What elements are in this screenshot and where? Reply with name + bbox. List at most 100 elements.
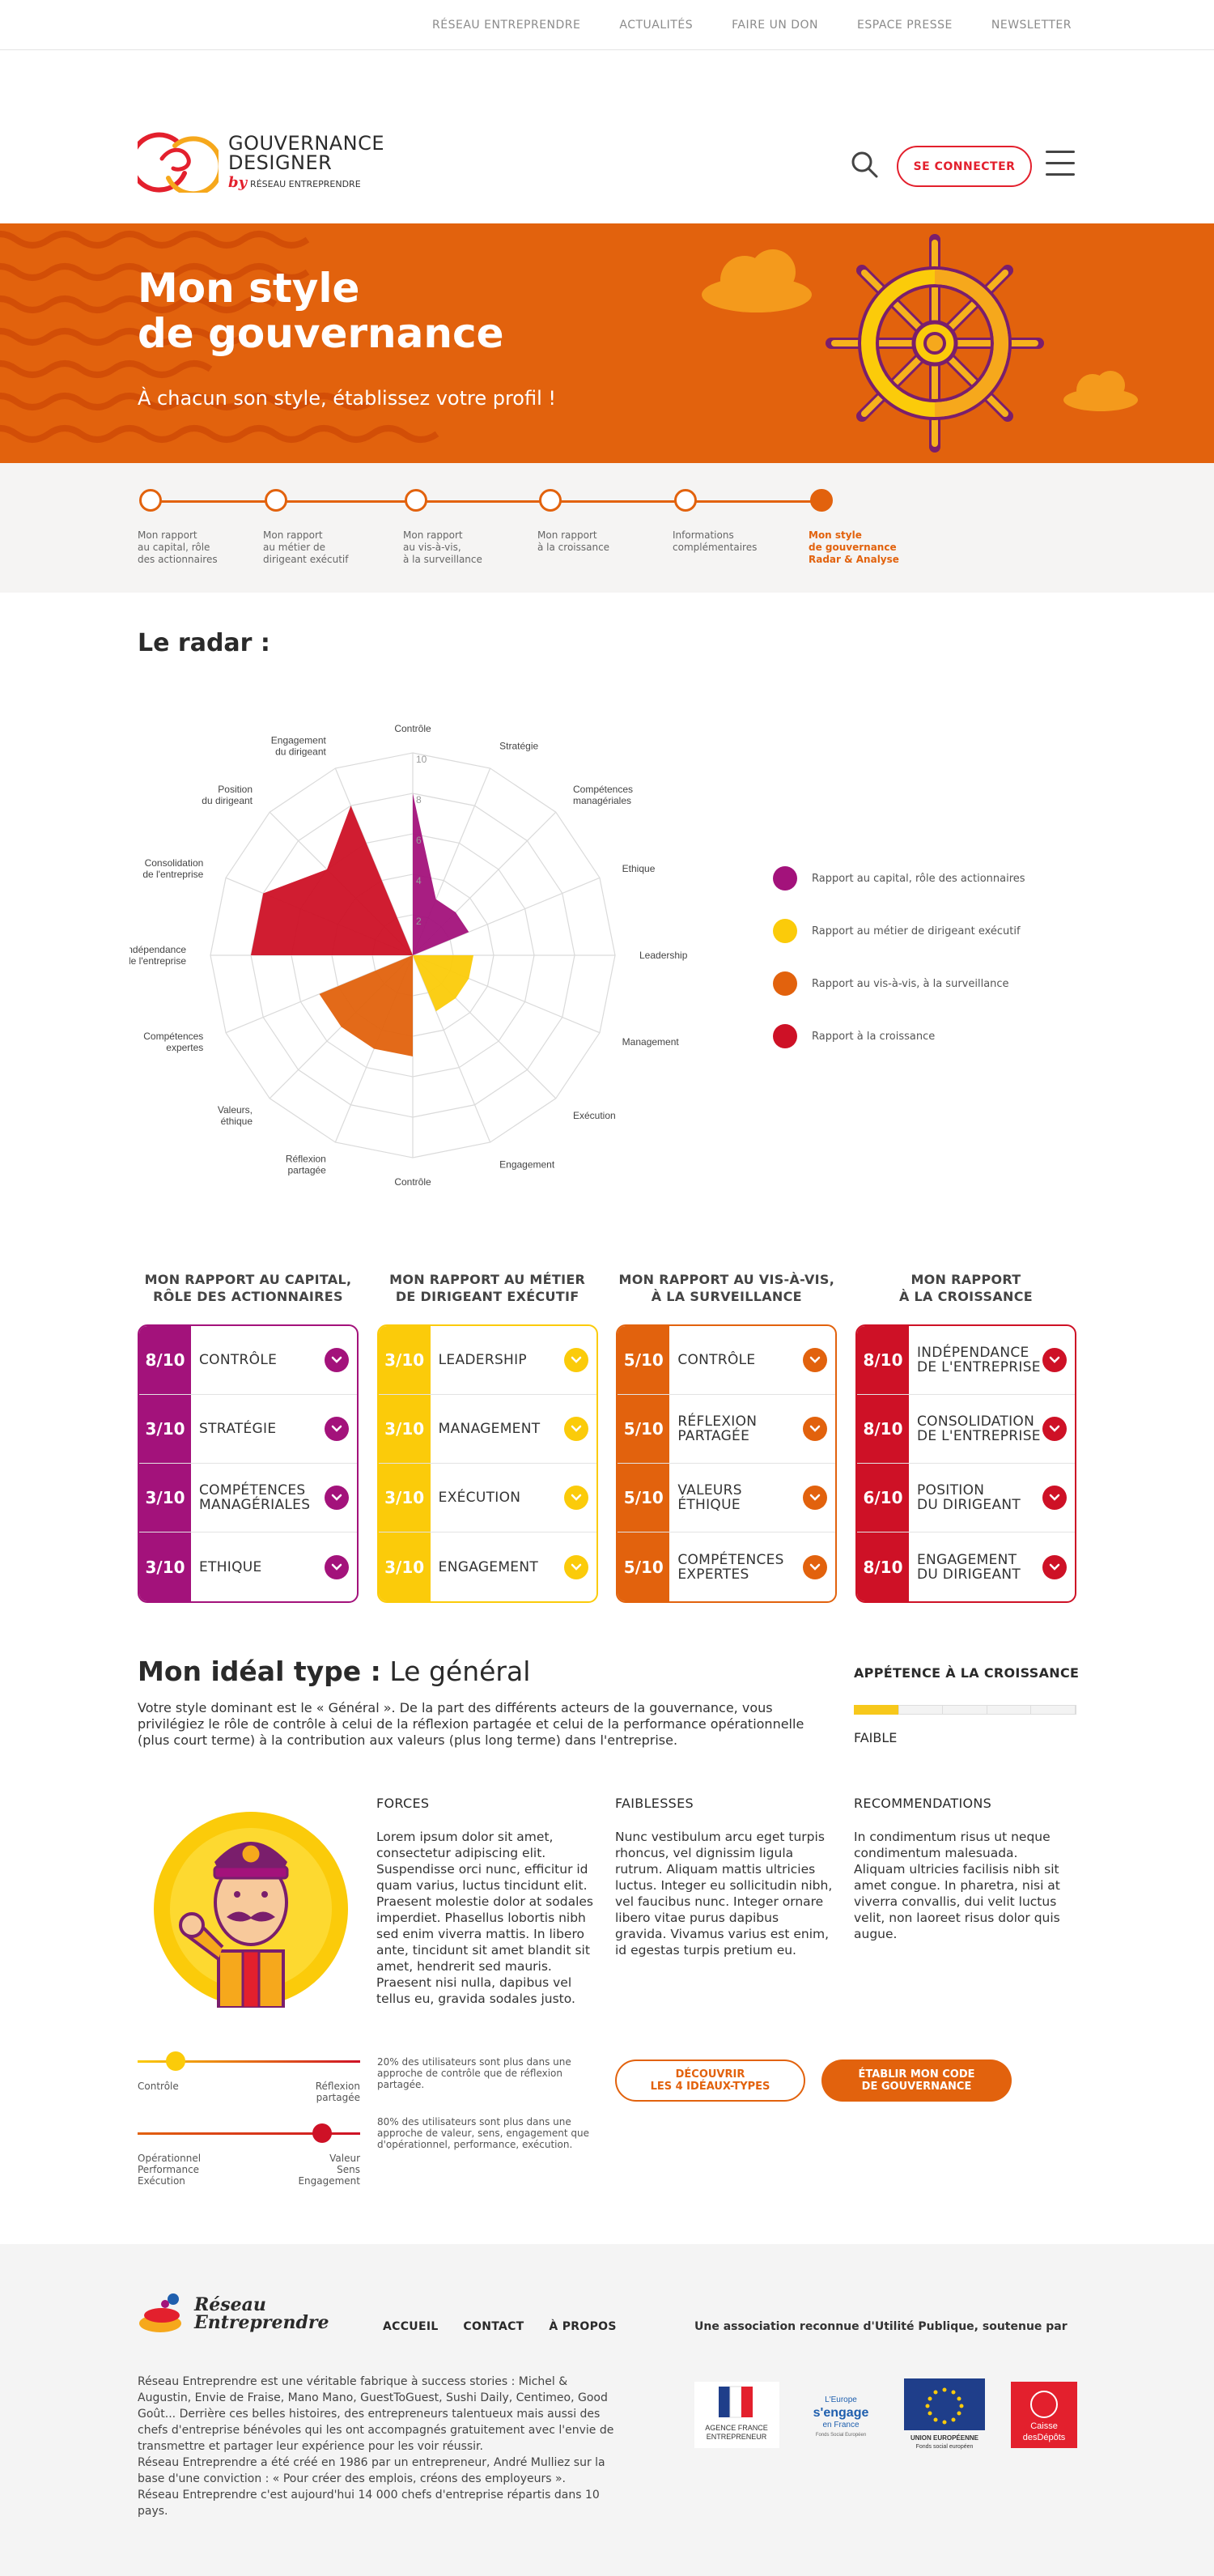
partner-cdc[interactable]: Caisse desDépôts bbox=[1011, 2382, 1077, 2451]
footer-nav-accueil[interactable]: ACCUEIL bbox=[383, 2320, 439, 2333]
step-6[interactable]: Mon style de gouvernance Radar & Analyse bbox=[809, 489, 938, 566]
establish-code-button[interactable]: ÉTABLIR MON CODE DE GOUVERNANCE bbox=[821, 2060, 1012, 2102]
radar-tick-label: 6 bbox=[416, 835, 422, 846]
legend-swatch bbox=[773, 1024, 797, 1048]
chevron-down-icon[interactable] bbox=[1042, 1486, 1067, 1510]
footer-logo[interactable]: Réseau Entreprendre bbox=[138, 2291, 329, 2336]
header: GOUVERNANCE DESIGNER by RÉSEAU ENTREPREND… bbox=[0, 50, 1214, 223]
criterion-label: RÉFLEXION PARTAGÉE bbox=[677, 1413, 758, 1444]
partner-afe[interactable]: AGENCE FRANCE ENTREPRENEUR bbox=[694, 2382, 779, 2451]
score-row[interactable]: 6/10 POSITION DU DIRIGEANT bbox=[856, 1464, 1075, 1532]
svg-text:s'engage: s'engage bbox=[813, 2406, 869, 2420]
step-1[interactable]: Mon rapport au capital, rôle des actionn… bbox=[138, 489, 267, 566]
svg-text:desDépôts: desDépôts bbox=[1023, 2433, 1066, 2442]
score-card-title: MON RAPPORT AU VIS-À-VIS, À LA SURVEILLA… bbox=[618, 1272, 835, 1304]
radar-axis-label: Stratégie bbox=[499, 740, 538, 751]
step-3[interactable]: Mon rapport au vis-à-vis, à la surveilla… bbox=[403, 489, 533, 566]
score-row[interactable]: 5/10 COMPÉTENCES EXPERTES bbox=[618, 1532, 835, 1601]
score-value: 5/10 bbox=[618, 1395, 670, 1463]
step-5[interactable]: Informations complémentaires bbox=[673, 489, 802, 554]
radar-spoke bbox=[412, 954, 491, 1143]
step-label: Informations complémentaires bbox=[673, 529, 758, 553]
legend-label: Rapport au métier de dirigeant exécutif bbox=[812, 925, 1021, 937]
menu-icon[interactable] bbox=[1046, 151, 1075, 178]
radar-chart: 2 4 6 8 10 Contrôle Stratégie Compétences managé… bbox=[129, 723, 688, 1188]
chevron-down-icon[interactable] bbox=[325, 1417, 349, 1441]
score-row[interactable]: 5/10 RÉFLEXION PARTAGÉE bbox=[618, 1395, 836, 1464]
forces-column: FORCES Lorem ipsum dolor sit amet, conse… bbox=[376, 1796, 595, 2007]
topnav-reseau[interactable]: RÉSEAU ENTREPRENDRE bbox=[432, 18, 581, 32]
topnav-don[interactable]: FAIRE UN DON bbox=[732, 18, 819, 32]
footer-nav-apropos[interactable]: À PROPOS bbox=[549, 2320, 617, 2333]
chevron-down-icon[interactable] bbox=[563, 1554, 588, 1579]
svg-text:Fonds Social Européen: Fonds Social Européen bbox=[816, 2433, 866, 2438]
footer-nav-contact[interactable]: CONTACT bbox=[463, 2320, 524, 2333]
chevron-down-icon[interactable] bbox=[1042, 1348, 1067, 1372]
step-label: Mon rapport au vis-à-vis, à la surveilla… bbox=[403, 529, 482, 565]
score-row[interactable]: 3/10 MANAGEMENT bbox=[378, 1395, 596, 1464]
score-row[interactable]: 8/10 INDÉPENDANCE DE L'ENTREPRISE bbox=[856, 1326, 1075, 1395]
score-row[interactable]: 3/10 ENGAGEMENT bbox=[378, 1532, 596, 1601]
logo-line1: GOUVERNANCE bbox=[228, 132, 385, 155]
step-label: Mon rapport au métier de dirigeant exécu… bbox=[263, 529, 349, 565]
chevron-down-icon[interactable] bbox=[1042, 1417, 1067, 1441]
appetence-level: FAIBLE bbox=[854, 1730, 898, 1745]
score-value: 5/10 bbox=[618, 1532, 670, 1601]
step-2[interactable]: Mon rapport au métier de dirigeant exécu… bbox=[263, 489, 393, 566]
radar-title: Le radar : bbox=[138, 629, 270, 657]
radar-tick-label: 4 bbox=[416, 875, 422, 886]
score-row[interactable]: 5/10 CONTRÔLE bbox=[618, 1326, 836, 1395]
topnav-actualites[interactable]: ACTUALITÉS bbox=[619, 18, 694, 32]
appetence-title: APPÉTENCE À LA CROISSANCE bbox=[854, 1665, 1080, 1681]
chevron-down-icon[interactable] bbox=[803, 1554, 828, 1579]
general-avatar-illustration bbox=[154, 1812, 348, 2008]
radar-axis-label: Engagement du dirigeant bbox=[271, 734, 327, 757]
chevron-down-icon[interactable] bbox=[325, 1486, 349, 1510]
connect-button[interactable]: SE CONNECTER bbox=[897, 146, 1032, 187]
chevron-down-icon[interactable] bbox=[1042, 1554, 1067, 1579]
score-row[interactable]: 3/10 STRATÉGIE bbox=[139, 1395, 357, 1464]
chevron-down-icon[interactable] bbox=[803, 1348, 828, 1372]
radar-series-area bbox=[319, 955, 413, 1056]
svg-text:Fonds social européen: Fonds social européen bbox=[916, 2444, 974, 2450]
step-dot bbox=[139, 489, 162, 512]
criterion-label: CONSOLIDATION DE L'ENTREPRISE bbox=[916, 1413, 1041, 1444]
chevron-down-icon[interactable] bbox=[563, 1417, 588, 1441]
footer-description: Réseau Entreprendre est une véritable fa… bbox=[138, 2375, 614, 2518]
chevron-down-icon[interactable] bbox=[563, 1348, 588, 1372]
step-4[interactable]: Mon rapport à la croissance bbox=[537, 489, 667, 554]
chevron-down-icon[interactable] bbox=[325, 1348, 349, 1372]
partner-logos: AGENCE FRANCE ENTREPRENEUR L'Europe s'en… bbox=[694, 2378, 1103, 2455]
legend-swatch bbox=[773, 971, 797, 996]
footer-association-text: Une association reconnue d'Utilité Publi… bbox=[694, 2320, 1068, 2333]
logo-by: by bbox=[228, 174, 248, 191]
logo-org: RÉSEAU ENTREPRENDRE bbox=[250, 179, 361, 189]
score-row[interactable]: 8/10 ENGAGEMENT DU DIRIGEANT bbox=[856, 1532, 1075, 1601]
top-nav: RÉSEAU ENTREPRENDRE ACTUALITÉS FAIRE UN … bbox=[0, 0, 1214, 50]
criterion-label: STRATÉGIE bbox=[199, 1421, 277, 1437]
search-icon[interactable] bbox=[851, 151, 878, 178]
chevron-down-icon[interactable] bbox=[325, 1554, 349, 1579]
topnav-newsletter[interactable]: NEWSLETTER bbox=[991, 18, 1072, 32]
legend-item: Rapport au vis-à-vis, à la surveillance bbox=[773, 971, 1025, 996]
chevron-down-icon[interactable] bbox=[803, 1486, 828, 1510]
site-logo[interactable]: GOUVERNANCE DESIGNER by RÉSEAU ENTREPREND… bbox=[138, 131, 384, 193]
hero-title: Mon style de gouvernance bbox=[138, 265, 504, 357]
score-row[interactable]: 3/10 LEADERSHIP bbox=[378, 1326, 596, 1395]
chevron-down-icon[interactable] bbox=[563, 1486, 588, 1510]
score-row[interactable]: 8/10 CONSOLIDATION DE L'ENTREPRISE bbox=[856, 1395, 1075, 1464]
discover-ideals-button[interactable]: DÉCOUVRIR LES 4 IDÉAUX-TYPES bbox=[615, 2060, 805, 2102]
score-row[interactable]: 3/10 COMPÉTENCES MANAGÉRIALES bbox=[139, 1464, 357, 1532]
partner-fse[interactable]: L'Europe s'engage en France Fonds Social… bbox=[805, 2391, 878, 2442]
chevron-down-icon[interactable] bbox=[803, 1417, 828, 1441]
criterion-label: LEADERSHIP bbox=[438, 1352, 527, 1368]
partner-ue[interactable]: UNION EUROPÉENNE Fonds social européen bbox=[904, 2378, 985, 2455]
hero-subtitle: À chacun son style, établissez votre pro… bbox=[138, 387, 557, 410]
score-row[interactable]: 3/10 ETHIQUE bbox=[139, 1532, 357, 1601]
logo-icon bbox=[138, 132, 219, 193]
score-row[interactable]: 3/10 EXÉCUTION bbox=[378, 1464, 596, 1532]
svg-text:AGENCE FRANCE: AGENCE FRANCE bbox=[705, 2424, 768, 2432]
topnav-presse[interactable]: ESPACE PRESSE bbox=[857, 18, 953, 32]
score-row[interactable]: 5/10 VALEURS ÉTHIQUE bbox=[618, 1464, 836, 1532]
score-row[interactable]: 8/10 CONTRÔLE bbox=[139, 1326, 357, 1395]
